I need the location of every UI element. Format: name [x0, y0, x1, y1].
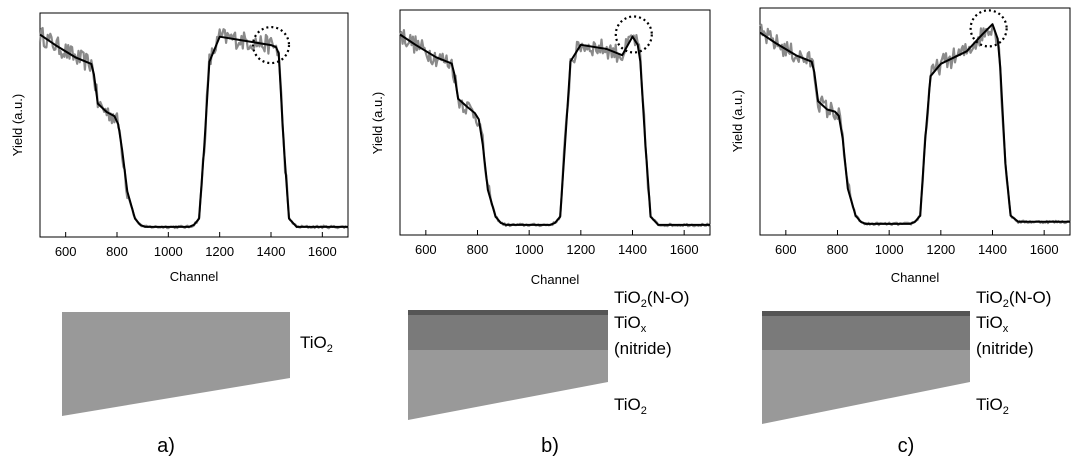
tio2-no-layer-b — [408, 310, 608, 315]
y-axis-label-b: Yield (a.u.) — [370, 92, 385, 154]
raw-data-line-b — [398, 29, 711, 228]
nitride-label-b: (nitride) — [614, 339, 672, 358]
x-tick-label-b-800: 800 — [467, 242, 489, 257]
tio2-layer-b — [408, 350, 608, 420]
tio2-label-c: TiO2 — [976, 395, 1009, 417]
x-tick-label-c-1200: 1200 — [926, 242, 955, 257]
raw-data-line-c — [759, 23, 1071, 227]
surface-peak-circle-b — [614, 15, 653, 54]
panel-letter-b: b) — [541, 435, 559, 457]
x-tick-label-b-1600: 1600 — [670, 242, 699, 257]
tiox-label-c: TiOx — [976, 313, 1009, 335]
plot-frame-b — [399, 9, 711, 236]
y-axis-label-a: Yield (a.u.) — [10, 94, 25, 156]
x-axis-label-a: Channel — [170, 269, 219, 284]
tiox-label-b: TiOx — [614, 313, 647, 335]
x-axis-label-b: Channel — [531, 272, 580, 287]
x-tick-label-b-1200: 1200 — [566, 242, 595, 257]
surface-peak-circle-a — [251, 25, 291, 65]
surface-peak-circle-c — [969, 9, 1008, 48]
layer-diagram-a: TiO2 a) — [62, 312, 333, 457]
nitride-label-c: (nitride) — [976, 339, 1034, 358]
rbs-chart-c: Yield (a.u.) Channel 600 800 1000 1200 1400 1… — [730, 7, 1071, 285]
panel-letter-c: c) — [898, 435, 915, 457]
x-tick-label-b-600: 600 — [415, 242, 437, 257]
raw-data-line-a — [38, 26, 349, 230]
x-tick-label-a-1400: 1400 — [257, 244, 286, 259]
plot-frame-a — [39, 12, 349, 238]
x-tick-label-a-1000: 1000 — [154, 244, 183, 259]
x-tick-label-a-600: 600 — [55, 244, 77, 259]
tio2-layer-c — [762, 350, 970, 424]
x-tick-label-c-800: 800 — [827, 242, 849, 257]
panel-letter-a: a) — [157, 435, 175, 457]
x-tick-label-a-800: 800 — [106, 244, 128, 259]
x-tick-label-c-1400: 1400 — [978, 242, 1007, 257]
x-tick-label-c-1000: 1000 — [875, 242, 904, 257]
rbs-chart-a: Yield (a.u.) Channel 600 800 1000 1200 1400 1… — [10, 12, 349, 284]
tio2-no-label-b: TiO2(N-O) — [614, 288, 689, 310]
layer-diagram-b: TiO2(N-O) TiOx (nitride) TiO2 b) — [408, 288, 689, 457]
x-axis-label-c: Channel — [891, 270, 940, 285]
x-tick-label-b-1000: 1000 — [515, 242, 544, 257]
plot-frame-c — [759, 7, 1071, 236]
x-tick-label-c-1600: 1600 — [1030, 242, 1059, 257]
fit-line-b — [399, 33, 710, 226]
x-tick-label-b-1400: 1400 — [618, 242, 647, 257]
x-tick-label-a-1600: 1600 — [308, 244, 337, 259]
tio2-label-a: TiO2 — [300, 333, 333, 355]
tio2-layer-a — [62, 312, 290, 416]
y-axis-label-c: Yield (a.u.) — [730, 90, 745, 152]
tio2-no-layer-c — [762, 311, 970, 316]
tiox-nitride-layer-b — [408, 315, 608, 350]
tio2-label-b: TiO2 — [614, 395, 647, 417]
layer-diagram-c: TiO2(N-O) TiOx (nitride) TiO2 c) — [762, 288, 1051, 457]
tiox-nitride-layer-c — [762, 316, 970, 350]
x-tick-label-a-1200: 1200 — [205, 244, 234, 259]
x-tick-label-c-600: 600 — [775, 242, 797, 257]
fit-line-c — [759, 23, 1070, 225]
fit-line-a — [39, 33, 348, 228]
rbs-chart-b: Yield (a.u.) Channel 600 800 1000 1200 1400 1… — [370, 9, 711, 287]
tio2-no-label-c: TiO2(N-O) — [976, 288, 1051, 310]
